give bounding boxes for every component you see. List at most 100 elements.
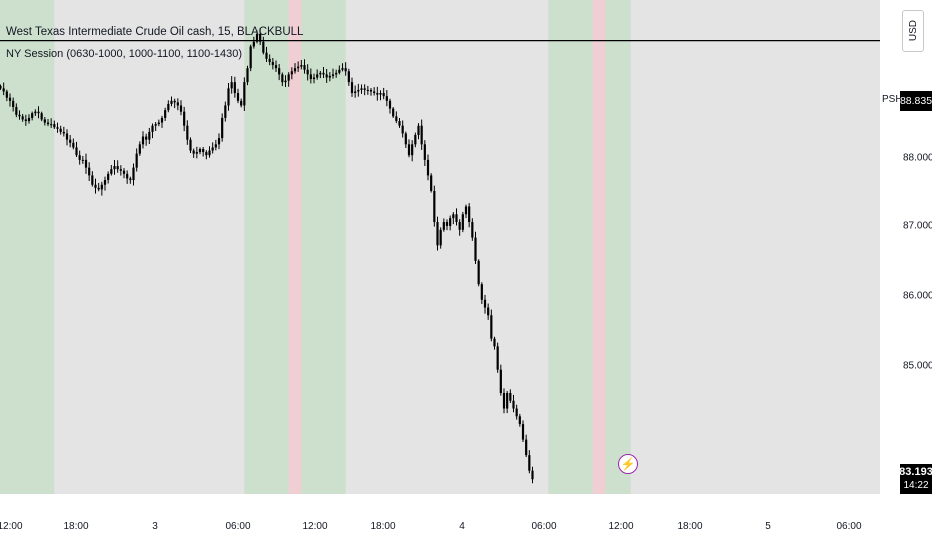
candle <box>119 165 122 176</box>
candle <box>525 434 528 458</box>
psh-label: PSH <box>882 94 903 105</box>
candle <box>224 101 227 122</box>
candle <box>509 389 512 404</box>
candle <box>512 394 515 413</box>
candle <box>160 115 164 128</box>
candle <box>496 342 499 373</box>
session-band-green <box>605 0 631 494</box>
candle <box>502 388 506 414</box>
candle <box>227 82 230 111</box>
symbol-title[interactable]: West Texas Intermediate Crude Oil cash, … <box>6 26 304 38</box>
candle <box>31 111 34 121</box>
candle <box>173 98 176 109</box>
candle <box>499 364 502 396</box>
last-price-badge: 83.193 14:22 <box>899 464 932 494</box>
candle <box>246 65 249 86</box>
candle <box>135 148 138 172</box>
candle <box>170 96 173 107</box>
candle <box>268 54 271 66</box>
candle <box>331 68 335 79</box>
chart-canvas[interactable] <box>0 0 880 494</box>
candle <box>116 160 119 173</box>
candle <box>480 282 483 304</box>
candle <box>404 131 407 149</box>
lightning-icon[interactable]: ⚡ <box>618 454 638 474</box>
session-band-green <box>301 0 346 494</box>
candle <box>113 159 116 175</box>
candle <box>442 218 445 232</box>
candle <box>366 85 369 95</box>
candle <box>449 215 452 231</box>
candle <box>338 65 341 75</box>
candle <box>388 98 392 114</box>
candle <box>8 93 12 107</box>
candle <box>452 212 455 225</box>
time-tick: 18:00 <box>63 521 89 532</box>
price-tick: 86.000 <box>903 290 932 302</box>
candle <box>240 98 243 108</box>
candle <box>455 208 458 226</box>
session-band-red <box>592 0 606 494</box>
candle <box>34 109 37 116</box>
candle <box>521 420 525 442</box>
candle <box>243 77 246 111</box>
candle <box>46 118 50 127</box>
last-price: 83.193 <box>899 466 932 478</box>
time-axis[interactable] <box>0 494 880 550</box>
candle <box>515 404 518 420</box>
candle <box>27 114 31 124</box>
candle <box>157 119 160 127</box>
candle <box>208 146 211 158</box>
candle <box>94 178 97 194</box>
candle <box>186 120 189 145</box>
candle <box>328 72 331 82</box>
candle <box>284 75 287 88</box>
indicator-legend[interactable]: NY Session (0630-1000, 1000-1100, 1100-1… <box>6 48 243 60</box>
candle <box>300 60 303 70</box>
candle <box>141 131 145 149</box>
candle <box>138 141 141 156</box>
candle <box>195 146 198 159</box>
candle <box>24 114 27 126</box>
candle <box>490 309 493 342</box>
time-tick: 06:00 <box>225 521 251 532</box>
candle <box>75 141 78 157</box>
candle <box>430 173 433 193</box>
candle <box>468 203 471 228</box>
candle <box>506 391 509 414</box>
candle <box>297 61 300 72</box>
candle <box>407 139 411 158</box>
time-tick: 12:00 <box>608 521 634 532</box>
price-axis[interactable] <box>880 0 932 494</box>
candle <box>198 147 202 155</box>
candle <box>179 100 183 116</box>
candle <box>373 87 376 96</box>
currency-label: USD <box>907 20 919 42</box>
candle <box>341 63 344 72</box>
candle <box>354 85 357 98</box>
candle <box>0 84 2 90</box>
candle <box>214 139 217 151</box>
candle <box>176 98 179 111</box>
candle <box>129 176 132 184</box>
candle <box>322 66 325 79</box>
currency-button[interactable]: USD <box>902 10 924 52</box>
candle <box>518 413 521 427</box>
candle <box>205 150 208 160</box>
candle <box>2 82 5 96</box>
candle <box>303 59 306 74</box>
candle <box>217 133 221 150</box>
candle <box>287 72 290 87</box>
candle <box>252 36 255 49</box>
plot-area[interactable] <box>0 0 880 494</box>
candle <box>53 120 56 129</box>
candle <box>249 44 252 72</box>
candle <box>281 72 284 87</box>
candle <box>192 148 195 158</box>
candle <box>461 211 464 233</box>
candle <box>100 181 103 196</box>
candle <box>350 77 354 97</box>
candle <box>493 336 496 350</box>
candle <box>335 69 338 78</box>
time-tick: 06:00 <box>531 521 557 532</box>
